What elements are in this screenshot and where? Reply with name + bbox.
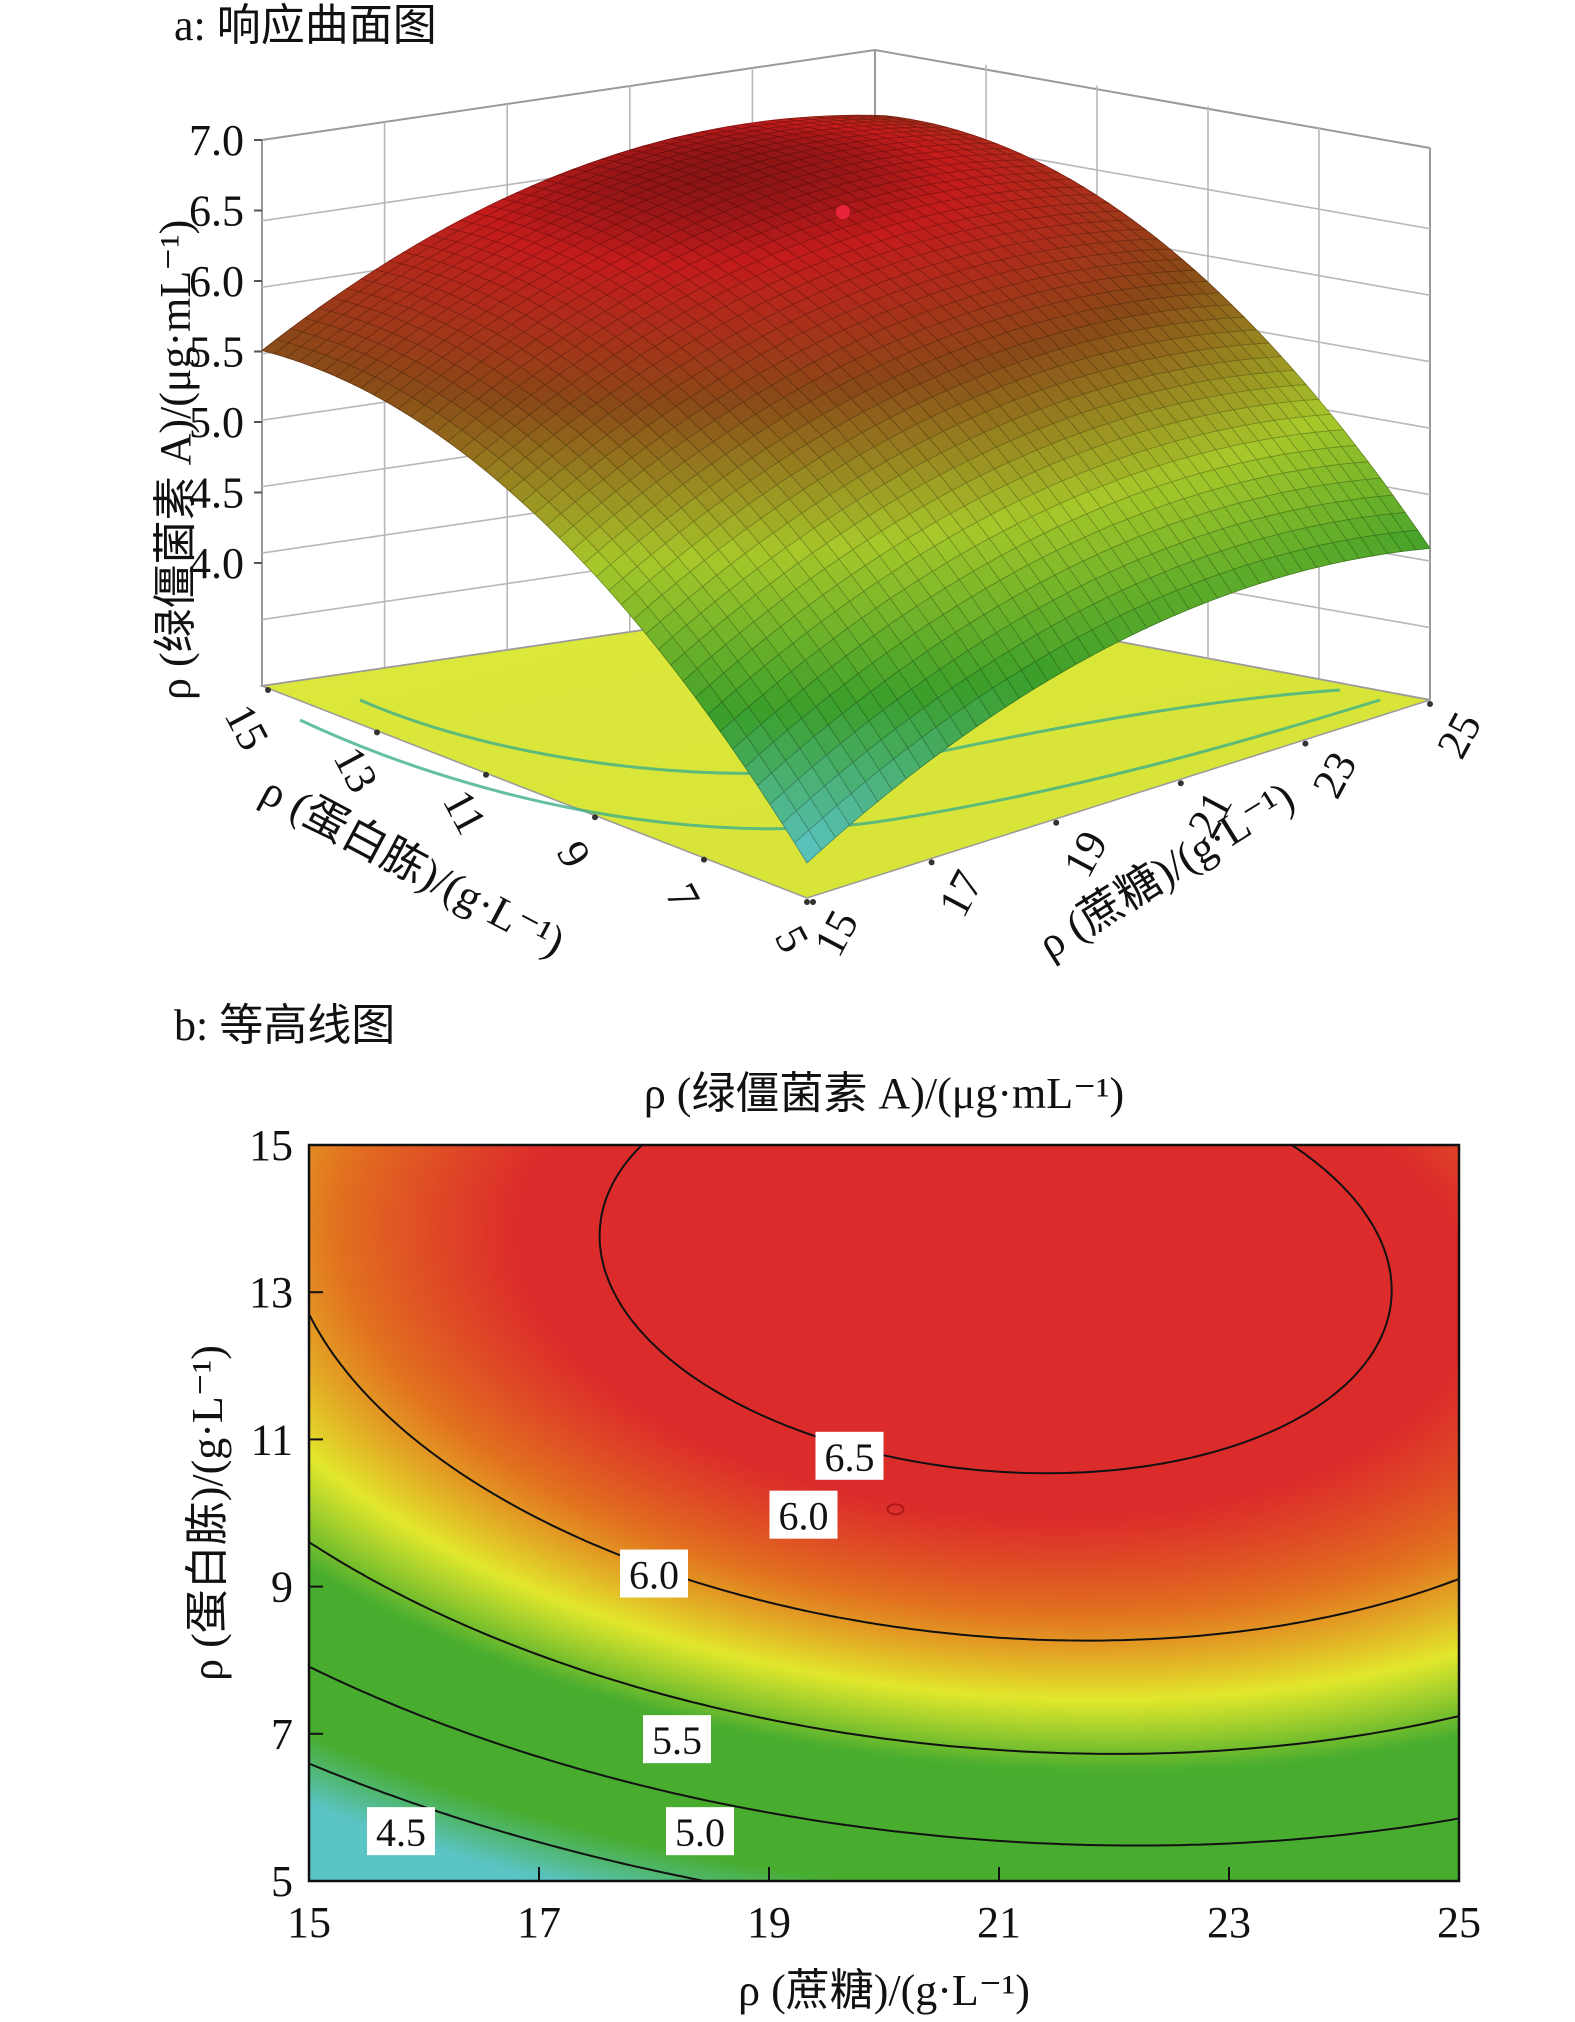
contour-y-tick-label: 13 bbox=[249, 1268, 293, 1317]
z-tick-label: 5.0 bbox=[189, 398, 244, 447]
z-axis-ticks: 7.0 6.5 6.0 5.5 5.0 4.5 4.0 bbox=[189, 116, 262, 588]
y3d-tick-mark bbox=[701, 856, 707, 863]
contour-label: 5.0 bbox=[675, 1810, 725, 1855]
contour-label-bg bbox=[643, 1715, 711, 1764]
surface-max-point bbox=[836, 205, 850, 219]
x3d-tick-mark bbox=[1302, 740, 1309, 747]
x3d-tick-label: 25 bbox=[1427, 704, 1491, 766]
panel-a: a: 响应曲面图 7.0 6.5 6.0 5.5 5.0 4.5 4.0 ρ (绿僵菌素 A… bbox=[151, 1, 1491, 968]
y3d-tick-label: 7 bbox=[656, 876, 710, 918]
contour-title: ρ (绿僵菌素 A)/(μg·mL⁻¹) bbox=[644, 1069, 1124, 1118]
contour-x-ticks: 15 17 19 21 23 25 bbox=[287, 1867, 1481, 1947]
contour-y-ticks: 15 13 11 9 7 5 bbox=[249, 1121, 323, 1906]
response-surface bbox=[261, 114, 1431, 864]
y3d-tick-label: 9 bbox=[547, 833, 601, 875]
design-point-marker bbox=[886, 1503, 905, 1516]
contour-label: 6.0 bbox=[629, 1553, 679, 1598]
z-tick-label: 7.0 bbox=[189, 116, 244, 165]
contour-heatmap bbox=[309, 1145, 1459, 1881]
y-axis-label-3d: ρ (蛋白胨)/(g·L⁻¹) bbox=[253, 766, 572, 967]
y3d-tick-mark bbox=[374, 729, 380, 736]
y3d-tick-label: 11 bbox=[433, 782, 496, 842]
contour-x-tick-label: 25 bbox=[1437, 1898, 1481, 1947]
x3d-tick-mark bbox=[1427, 701, 1433, 707]
y3d-tick-label: 13 bbox=[324, 739, 388, 801]
surface-patch bbox=[1402, 529, 1431, 551]
panel-b-label: b: 等高线图 bbox=[174, 1001, 395, 1050]
contour-line bbox=[309, 1665, 1459, 1847]
x3d-tick-mark bbox=[1053, 819, 1060, 826]
contour-labels: 6.5 6.0 6.0 5.5 5.0 4.5 bbox=[367, 1431, 884, 1856]
back-left-edge bbox=[261, 49, 876, 141]
x3d-tick-label: 23 bbox=[1303, 744, 1367, 806]
y3d-tick-mark bbox=[265, 687, 271, 693]
z-axis-label: ρ (绿僵菌素 A)/(μg·mL⁻¹) bbox=[151, 220, 200, 700]
contour-plot-area bbox=[309, 1145, 1459, 1881]
contour-x-tick-label: 19 bbox=[747, 1898, 791, 1947]
z-tick-label: 6.0 bbox=[189, 257, 244, 306]
contour-lines bbox=[309, 1145, 1459, 1881]
panel-a-label: a: 响应曲面图 bbox=[174, 1, 437, 50]
contour-y-tick-label: 9 bbox=[271, 1563, 293, 1612]
contour-label: 4.5 bbox=[376, 1810, 426, 1855]
x3d-tick-label: 17 bbox=[929, 863, 993, 925]
contour-x-tick-label: 17 bbox=[517, 1898, 561, 1947]
contour-label: 6.5 bbox=[825, 1435, 875, 1480]
contour-y-tick-label: 5 bbox=[271, 1857, 293, 1906]
contour-label-bg bbox=[666, 1807, 734, 1856]
z-tick-label: 4.5 bbox=[189, 469, 244, 518]
x3d-tick-label: 15 bbox=[804, 902, 868, 964]
x3d-tick-mark bbox=[1177, 780, 1184, 787]
contour-x-axis-label: ρ (蔗糖)/(g·L⁻¹) bbox=[738, 1966, 1030, 2015]
contour-line bbox=[309, 1762, 705, 1881]
contour-label-bg bbox=[769, 1490, 838, 1539]
contour-y-axis-label: ρ (蛋白胨)/(g·L⁻¹) bbox=[183, 1345, 232, 1681]
contour-y-tick-label: 15 bbox=[249, 1121, 293, 1170]
contour-x-tick-label: 23 bbox=[1207, 1898, 1251, 1947]
z-tick-label: 6.5 bbox=[189, 187, 244, 236]
x3d-tick-label: 19 bbox=[1053, 823, 1117, 885]
contour-x-tick-label: 21 bbox=[977, 1898, 1021, 1947]
z-tick-label: 4.0 bbox=[189, 539, 244, 588]
x3d-tick-mark bbox=[928, 859, 935, 866]
y3d-tick-mark bbox=[810, 899, 816, 905]
y3d-tick-mark bbox=[592, 814, 598, 821]
contour-label: 5.5 bbox=[652, 1718, 702, 1763]
y3d-tick-mark bbox=[483, 771, 489, 778]
z-tick-label: 5.5 bbox=[189, 328, 244, 377]
contour-y-tick-label: 7 bbox=[271, 1710, 293, 1759]
contour-label-bg bbox=[815, 1431, 884, 1480]
contour-label: 6.0 bbox=[779, 1494, 829, 1539]
contour-line bbox=[309, 1541, 1459, 1755]
y3d-tick-label: 15 bbox=[215, 696, 279, 758]
x3d-tick-mark bbox=[804, 899, 810, 905]
panel-b: b: 等高线图 ρ (绿僵菌素 A)/(μg·mL⁻¹) 6.5 6.0 6.0 5.… bbox=[174, 1001, 1481, 2015]
contour-y-tick-label: 11 bbox=[251, 1415, 293, 1464]
floor-contour-outer bbox=[299, 698, 1381, 831]
contour-frame bbox=[307, 1143, 1461, 1883]
contour-label-bg bbox=[367, 1807, 435, 1856]
contour-x-tick-label: 15 bbox=[287, 1898, 331, 1947]
right-top-edge bbox=[874, 49, 1431, 149]
contour-label-bg bbox=[620, 1549, 688, 1598]
